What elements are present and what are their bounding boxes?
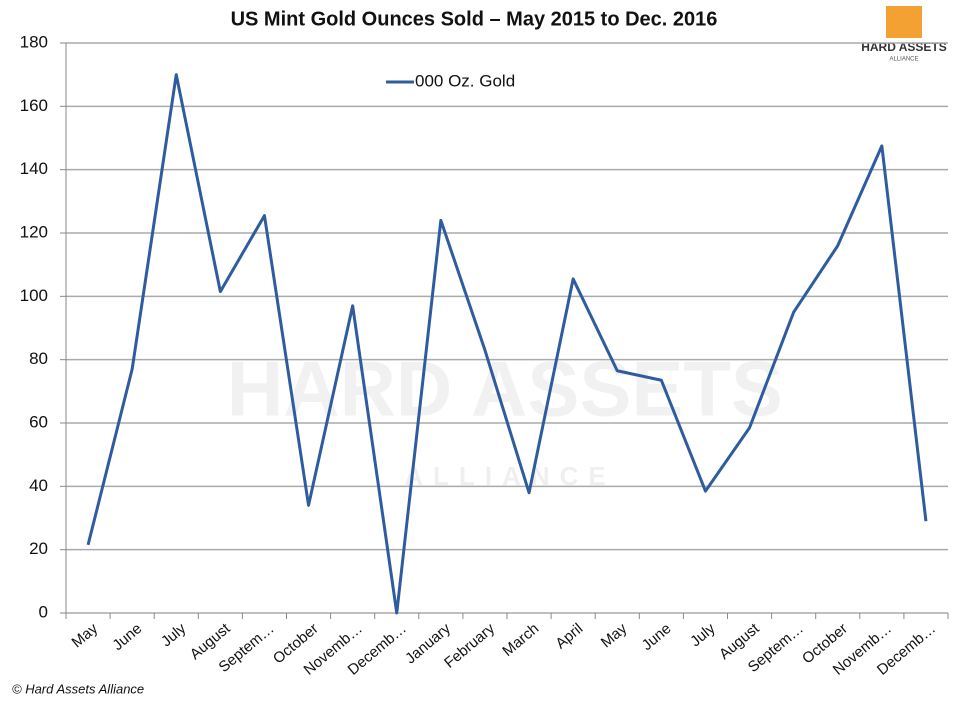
logo-sub: ALLIANCE <box>889 57 918 63</box>
y-tick-label: 120 <box>20 222 48 241</box>
x-tick-label: February <box>441 620 498 672</box>
y-tick-label: 140 <box>20 159 48 178</box>
x-tick-label: July <box>687 620 719 650</box>
y-tick-label: 180 <box>20 32 48 51</box>
x-tick-label: May <box>598 620 631 652</box>
line-series <box>86 73 928 615</box>
x-tick-label: June <box>109 620 145 654</box>
y-tick-label: 80 <box>29 349 48 368</box>
y-tick-label: 20 <box>29 539 48 558</box>
y-tick-label: 160 <box>20 96 48 115</box>
legend-label: 000 Oz. Gold <box>415 71 515 90</box>
logo-mark <box>886 6 922 38</box>
y-tick-label: 100 <box>20 286 48 305</box>
y-tick-label: 0 <box>39 602 48 621</box>
x-tick-label: July <box>158 620 190 650</box>
x-tick-label: June <box>639 620 675 654</box>
x-tick-label: May <box>69 620 102 652</box>
x-tick-label: April <box>552 620 586 652</box>
x-tick-label: March <box>499 620 542 660</box>
footer: © Hard Assets Alliance <box>12 681 144 696</box>
y-tick-label: 40 <box>29 476 48 495</box>
y-tick-label: 60 <box>29 412 48 431</box>
chart-title: US Mint Gold Ounces Sold – May 2015 to D… <box>231 8 718 30</box>
